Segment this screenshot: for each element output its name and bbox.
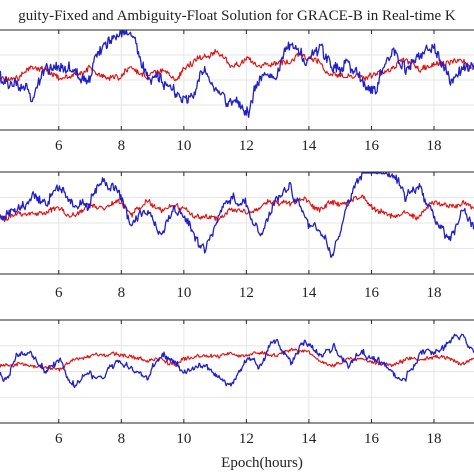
panel-3: 4 6 8 10 12 14 16 18 (0, 319, 474, 447)
x-tick-label-6: 6 (55, 285, 63, 301)
series-line-red (0, 48, 474, 83)
x-tick-label-16: 16 (364, 285, 380, 301)
panels: 4 6 8 10 12 14 16 18 4 6 8 10 12 14 16 18 4 6 8 10 12 14 16 18 (0, 29, 474, 447)
x-axis-label: Epoch(hours) (221, 455, 303, 471)
x-tick-label-4: 4 (0, 285, 1, 301)
x-tick-label-18: 18 (426, 431, 441, 447)
x-tick-label-16: 16 (364, 138, 380, 154)
x-tick-label-8: 8 (118, 138, 126, 154)
x-tick-label-12: 12 (239, 285, 254, 301)
series-line-red (0, 194, 474, 224)
series-line-blue (0, 172, 474, 258)
axes-frame (0, 319, 474, 424)
series-line-blue (0, 333, 474, 389)
x-tick-label-6: 6 (55, 138, 63, 154)
x-tick-label-10: 10 (176, 431, 191, 447)
x-tick-label-10: 10 (176, 138, 191, 154)
panel-2: 4 6 8 10 12 14 16 18 (0, 171, 474, 301)
x-tick-label-12: 12 (239, 431, 254, 447)
x-tick-label-14: 14 (301, 431, 317, 447)
axes-frame (0, 171, 474, 275)
x-tick-label-4: 4 (0, 431, 1, 447)
x-tick-label-18: 18 (426, 138, 441, 154)
series-line-blue (0, 30, 474, 118)
axes-frame (0, 29, 474, 131)
x-tick-label-10: 10 (176, 285, 191, 301)
x-tick-label-4: 4 (0, 138, 1, 154)
x-tick-label-8: 8 (118, 285, 126, 301)
x-tick-label-18: 18 (426, 285, 441, 301)
figure-title: guity-Fixed and Ambiguity-Float Solution… (18, 8, 456, 24)
x-tick-label-6: 6 (55, 431, 63, 447)
x-tick-label-8: 8 (118, 431, 126, 447)
x-tick-label-14: 14 (301, 138, 317, 154)
series-line-red (0, 347, 474, 372)
x-tick-label-12: 12 (239, 138, 254, 154)
x-tick-label-16: 16 (364, 431, 380, 447)
x-tick-label-14: 14 (301, 285, 317, 301)
panel-1: 4 6 8 10 12 14 16 18 (0, 29, 474, 154)
